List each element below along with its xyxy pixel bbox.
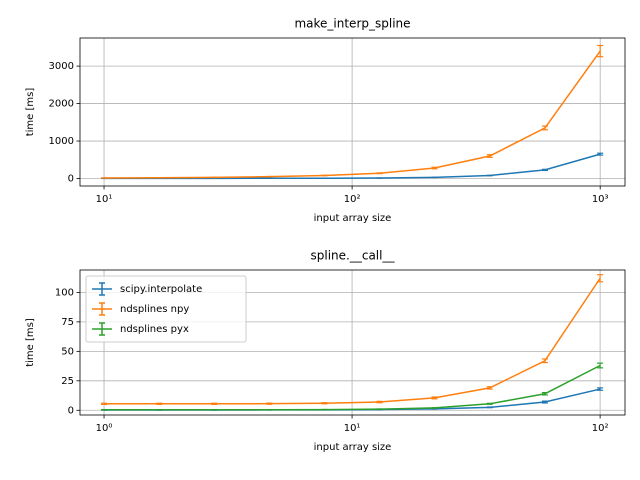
legend-symbol: [92, 302, 112, 316]
series-line: [104, 364, 601, 411]
error-bar: [597, 274, 604, 283]
legend-symbol: [92, 322, 112, 336]
x-tick-label: 10¹: [96, 194, 113, 205]
error-bar: [321, 402, 328, 405]
axes-frame: [79, 37, 626, 187]
error-bar: [101, 402, 108, 405]
error-bar: [431, 396, 438, 400]
chart-title: spline.__call__: [311, 249, 396, 263]
error-bar: [541, 400, 548, 404]
x-tick-label: 10²: [592, 423, 609, 434]
y-tick-label: 0: [68, 405, 74, 416]
error-bar: [266, 402, 273, 405]
error-bar: [597, 387, 604, 391]
error-bar: [486, 386, 493, 390]
legend-label: scipy.interpolate: [120, 284, 202, 295]
error-bar: [156, 402, 163, 405]
y-axis-label: time [ms]: [25, 318, 36, 367]
legend-box: [85, 275, 247, 343]
error-bar: [486, 406, 493, 409]
error-bar: [597, 152, 604, 156]
y-tick-label: 25: [61, 376, 74, 387]
x-tick-label: 10³: [592, 194, 609, 205]
x-axis-label: input array size: [314, 442, 392, 453]
error-bar: [486, 154, 493, 158]
x-tick-label: 10²: [344, 194, 361, 205]
error-bar: [597, 44, 604, 58]
y-axis-label: time [ms]: [25, 88, 36, 137]
error-bar: [541, 168, 548, 172]
error-bar: [597, 362, 604, 369]
y-tick-label: 100: [55, 287, 74, 298]
axes-frame: [79, 269, 626, 416]
y-tick-label: 50: [61, 346, 74, 357]
error-bar: [541, 125, 548, 131]
error-bar: [431, 166, 438, 170]
x-tick-label: 10⁰: [96, 423, 113, 434]
error-bar: [211, 402, 218, 405]
y-tick-label: 0: [68, 174, 74, 185]
y-tick-label: 75: [61, 317, 74, 328]
y-tick-label: 3000: [49, 61, 74, 72]
x-tick-label: 10¹: [344, 423, 361, 434]
error-bar: [541, 358, 548, 364]
legend-symbol: [92, 282, 112, 296]
legend-label: ndsplines pyx: [120, 324, 189, 335]
series-line: [104, 153, 601, 180]
chart-title: make_interp_spline: [294, 17, 410, 31]
y-tick-label: 2000: [49, 99, 74, 110]
error-bar: [376, 172, 383, 175]
error-bar: [486, 402, 493, 405]
series-line: [104, 277, 601, 405]
series-line: [104, 50, 601, 179]
error-bar: [541, 392, 548, 396]
error-bar: [376, 400, 383, 404]
x-axis-label: input array size: [314, 213, 392, 224]
legend-label: ndsplines npy: [120, 304, 189, 315]
y-tick-label: 1000: [49, 136, 74, 147]
